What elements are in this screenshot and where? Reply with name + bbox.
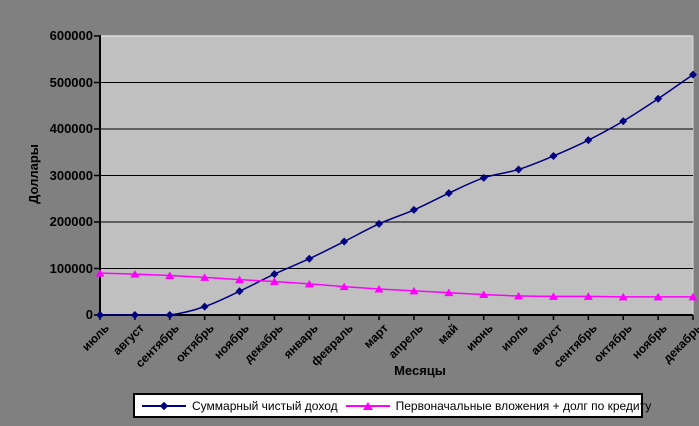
y-tick-label: 300000 — [49, 167, 93, 183]
data-point-triangle-icon — [95, 269, 105, 277]
data-point-triangle-icon — [304, 279, 314, 288]
legend-marker-investment — [345, 401, 390, 411]
data-point-triangle-icon — [479, 290, 489, 299]
y-tick-label: 0 — [85, 307, 93, 322]
data-point-diamond-icon — [200, 302, 209, 311]
data-point-diamond-icon — [130, 311, 139, 319]
data-point-triangle-icon — [688, 292, 698, 301]
data-point-diamond-icon — [235, 287, 244, 296]
legend-marker-net-income — [142, 401, 186, 411]
data-point-triangle-icon — [653, 292, 663, 301]
data-point-triangle-icon — [200, 273, 210, 281]
data-point-diamond-icon — [549, 151, 558, 160]
data-point-triangle-icon — [548, 292, 558, 300]
data-point-triangle-icon — [235, 275, 245, 284]
x-axis-title: Месяцы — [394, 363, 446, 378]
data-point-triangle-icon — [269, 277, 279, 286]
y-axis-title: Доллары — [26, 144, 41, 204]
data-point-diamond-icon — [584, 136, 593, 145]
y-tick-label: 200000 — [49, 214, 93, 229]
data-point-diamond-icon — [444, 189, 453, 198]
triangle-marker-icon — [362, 401, 373, 410]
data-point-diamond-icon — [619, 117, 628, 126]
data-point-diamond-icon — [689, 70, 697, 79]
data-point-triangle-icon — [444, 288, 454, 297]
legend: Суммарный чистый доход Первоначальные вл… — [133, 393, 651, 418]
data-point-diamond-icon — [654, 94, 663, 103]
data-point-diamond-icon — [514, 165, 523, 174]
data-point-triangle-icon — [165, 271, 175, 279]
y-tick-label: 600000 — [49, 28, 93, 43]
data-point-triangle-icon — [409, 286, 419, 295]
series-line-0 — [100, 73, 694, 316]
data-point-diamond-icon — [479, 173, 488, 182]
diamond-marker-icon — [159, 401, 169, 410]
data-point-diamond-icon — [375, 219, 384, 228]
legend-label-investment: Первоначальные вложения + долг по кредит… — [395, 398, 652, 413]
data-point-diamond-icon — [409, 205, 418, 214]
data-point-triangle-icon — [374, 284, 384, 293]
y-tick-label: 500000 — [49, 74, 93, 90]
data-point-diamond-icon — [96, 311, 104, 319]
data-point-triangle-icon — [514, 291, 524, 300]
data-point-triangle-icon — [618, 292, 628, 301]
plot-area — [100, 36, 693, 315]
y-tick-label: 400000 — [49, 121, 93, 136]
data-point-diamond-icon — [305, 254, 314, 263]
data-point-triangle-icon — [130, 270, 140, 278]
data-point-diamond-icon — [165, 311, 174, 319]
data-point-diamond-icon — [340, 237, 349, 246]
data-point-diamond-icon — [270, 270, 279, 279]
legend-label-net-income: Суммарный чистый доход — [192, 398, 338, 413]
data-point-triangle-icon — [583, 292, 593, 300]
series-line-1 — [99, 272, 693, 298]
y-tick-label: 100000 — [49, 260, 93, 276]
data-point-triangle-icon — [339, 282, 349, 291]
